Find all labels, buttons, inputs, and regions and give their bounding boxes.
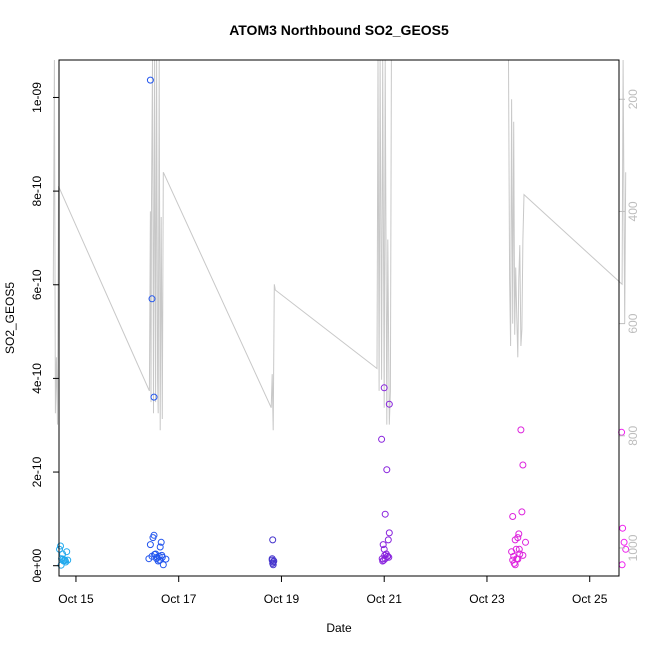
data-point [159, 561, 167, 569]
data-point [618, 561, 626, 569]
data-point [64, 556, 72, 564]
x-tick-label: Oct 21 [367, 592, 403, 606]
y2-tick-label: 400 [626, 201, 640, 221]
y-tick-label: 8e-10 [30, 175, 44, 206]
data-point [385, 400, 393, 408]
data-point [57, 542, 64, 550]
data-point [515, 545, 523, 553]
data-point [63, 548, 71, 556]
data-point [156, 543, 164, 551]
data-point [622, 545, 630, 553]
y-axis-label: SO2_GEOS5 [3, 282, 17, 354]
x-tick-label: Oct 19 [264, 592, 300, 606]
data-points-layer [56, 76, 630, 569]
data-point [381, 510, 389, 518]
data-point [61, 557, 69, 564]
data-point [148, 295, 156, 303]
data-point [511, 561, 519, 569]
data-point [522, 538, 529, 546]
data-point [381, 551, 389, 559]
x-tick-label: Oct 15 [58, 592, 94, 606]
data-point [518, 508, 526, 516]
data-point [519, 551, 527, 559]
data-point [619, 524, 627, 532]
data-point [384, 536, 392, 544]
y-tick-label: 6e-10 [30, 269, 44, 300]
data-point [383, 466, 391, 474]
y-tick-label: 1e-09 [30, 82, 44, 113]
data-point [378, 435, 386, 443]
data-point [385, 529, 393, 537]
x-tick-label: Oct 17 [161, 592, 197, 606]
y2-tick-label: 600 [626, 313, 640, 333]
data-point [269, 536, 277, 544]
x-tick-label: Oct 23 [469, 592, 505, 606]
data-point [509, 513, 517, 520]
data-point [154, 557, 162, 565]
data-point [158, 551, 166, 559]
x-tick-label: Oct 25 [572, 592, 608, 606]
plot-frame [58, 59, 620, 577]
data-point [519, 461, 527, 469]
x-axis-label: Date [326, 621, 352, 635]
data-point [150, 531, 158, 539]
data-point [512, 545, 520, 553]
data-point [268, 555, 276, 563]
y2-tick-label: 1000 [626, 534, 640, 561]
y-tick-label: 4e-10 [30, 363, 44, 394]
data-point [514, 534, 522, 542]
data-point [151, 551, 159, 558]
pressure-line [52, 59, 627, 431]
data-point [146, 541, 154, 549]
data-point [379, 541, 387, 549]
data-point [150, 393, 158, 401]
y-tick-label: 0e+00 [30, 549, 44, 583]
data-point [146, 76, 154, 84]
data-point [514, 555, 522, 563]
y2-tick-label: 800 [626, 425, 640, 445]
data-point [59, 550, 67, 558]
data-point [157, 538, 165, 546]
y-tick-label: 2e-10 [30, 456, 44, 487]
data-point [384, 552, 392, 560]
data-point [515, 530, 523, 538]
chart-title: ATOM3 Northbound SO2_GEOS5 [229, 22, 449, 38]
pressure-line-layer [52, 59, 627, 431]
data-point [517, 426, 525, 434]
data-point [385, 553, 393, 561]
data-point [380, 384, 388, 392]
axes-layer: 0e+00 2e-10 4e-10 6e-10 8e-10 1e-09 Oct 15 Oct … [30, 82, 640, 606]
data-point [620, 538, 628, 546]
y2-tick-label: 200 [626, 89, 640, 109]
